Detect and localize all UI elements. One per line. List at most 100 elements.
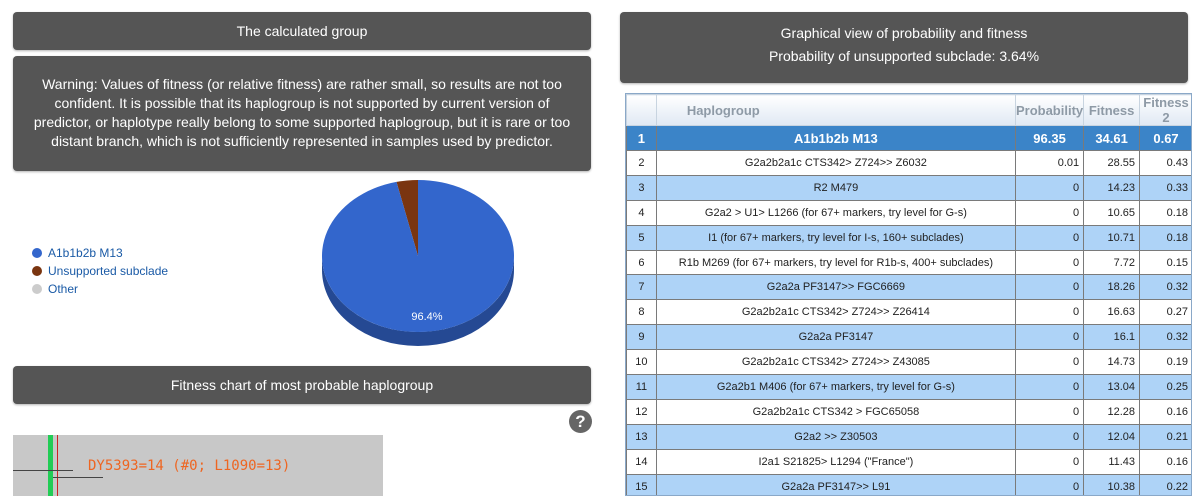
cell-fit: 10.65 [1083, 199, 1141, 226]
legend-item-unsupported[interactable]: Unsupported subclade [32, 262, 168, 280]
cell-hap: G2a2b2a1c CTS342> Z724>> Z26414 [655, 299, 1016, 326]
cell-fit2: 0.18 [1139, 199, 1191, 226]
column-header-index [626, 94, 657, 126]
cell-prob: 0 [1014, 199, 1085, 226]
table-row[interactable]: 4 G2a2 > U1> L1266 (for 67+ markers, try … [626, 199, 1191, 226]
cell-prob: 0 [1014, 349, 1085, 376]
cell-fit: 12.28 [1083, 398, 1141, 425]
cell-hap: R1b M269 (for 67+ markers, try level for… [655, 249, 1016, 276]
column-header-fitness[interactable]: Fitness [1083, 94, 1141, 126]
cell-fit2: 0.16 [1139, 398, 1191, 425]
cell-hap: G2a2b1 M406 (for 67+ markers, try level … [655, 374, 1016, 400]
cell-prob: 0 [1014, 473, 1085, 495]
legend-label: Other [48, 282, 79, 296]
warning-box: Warning: Values of fitness (or relative … [13, 56, 591, 171]
cell-hap: G2a2 >> Z30503 [655, 423, 1016, 450]
graphical-view-header: Graphical view of probability and fitnes… [620, 12, 1188, 83]
cell-fit: 12.04 [1083, 423, 1141, 450]
cell-fit2: 0.32 [1139, 324, 1191, 351]
cell-fit: 18.26 [1083, 274, 1141, 301]
cell-idx: 15 [626, 473, 657, 495]
cell-idx: 6 [626, 249, 657, 276]
fitness-chart-header: Fitness chart of most probable haplogrou… [13, 366, 591, 404]
fitness-chart: DY5393=14 (#0; L1090=13) [13, 435, 383, 496]
calculated-group-header: The calculated group [13, 12, 591, 50]
cell-hap: G2a2b2a1c CTS342> Z724>> Z6032 [655, 150, 1016, 176]
table-row[interactable]: 3 R2 M479 0 14.23 0.33 [626, 174, 1191, 201]
calculated-group-title: The calculated group [236, 23, 368, 39]
cell-prob: 0 [1014, 299, 1085, 326]
cell-idx: 13 [626, 423, 657, 450]
cell-fit: 16.63 [1083, 299, 1141, 326]
cell-hap: A1b1b2b M13 [655, 125, 1016, 151]
cell-idx: 12 [626, 398, 657, 425]
cell-idx: 10 [626, 349, 657, 376]
pie-slice-label: 96.4% [411, 311, 442, 323]
table-row[interactable]: 6 R1b M269 (for 67+ markers, try level fo… [626, 249, 1191, 276]
column-header-haplogroup[interactable]: Haplogroup [655, 94, 1016, 126]
cell-fit2: 0.25 [1139, 374, 1191, 400]
cell-hap: G2a2b2a1c CTS342> Z724>> Z43085 [655, 349, 1016, 376]
cell-fit2: 0.22 [1139, 473, 1191, 495]
cell-hap: R2 M479 [655, 174, 1016, 201]
fitness-chart-axis [13, 470, 73, 471]
cell-prob: 0 [1014, 224, 1085, 251]
cell-fit2: 0.18 [1139, 224, 1191, 251]
cell-prob: 0 [1014, 398, 1085, 425]
cell-fit2: 0.15 [1139, 249, 1191, 276]
cell-idx: 1 [626, 125, 657, 151]
cell-fit2: 0.21 [1139, 423, 1191, 450]
legend-item-a1b1b2b[interactable]: A1b1b2b M13 [32, 244, 168, 262]
table-row[interactable]: 8 G2a2b2a1c CTS342> Z724>> Z26414 0 16.63 0.… [626, 299, 1191, 326]
pie-side [322, 256, 514, 346]
cell-fit: 10.38 [1083, 473, 1141, 495]
column-header-probability[interactable]: Probability [1014, 94, 1085, 126]
cell-idx: 2 [626, 150, 657, 176]
cell-fit: 14.73 [1083, 349, 1141, 376]
cell-prob: 0 [1014, 423, 1085, 450]
cell-prob: 0 [1014, 324, 1085, 351]
unsupported-probability: Probability of unsupported subclade: 3.6… [768, 48, 1040, 64]
pie-slice[interactable] [396, 180, 418, 256]
cell-fit: 34.61 [1083, 125, 1141, 151]
table-row[interactable]: 13 G2a2 >> Z30503 0 12.04 0.21 [626, 423, 1191, 450]
cell-fit: 28.55 [1083, 150, 1141, 176]
cell-idx: 7 [626, 274, 657, 301]
cell-hap: G2a2a PF3147>> L91 [655, 473, 1016, 495]
cell-fit2: 0.32 [1139, 274, 1191, 301]
cell-fit: 13.04 [1083, 374, 1141, 400]
cell-hap: G2a2a PF3147>> FGC6669 [655, 274, 1016, 301]
pie-slice[interactable] [322, 180, 514, 332]
cell-prob: 0.01 [1014, 150, 1085, 176]
table-header-row: Haplogroup Probability Fitness Fitness 2 [626, 94, 1191, 126]
table-row[interactable]: 5 I1 (for 67+ markers, try level for I-s,… [626, 224, 1191, 251]
table-row[interactable]: 7 G2a2a PF3147>> FGC6669 0 18.26 0.32 [626, 274, 1191, 301]
legend-item-other[interactable]: Other [32, 280, 168, 298]
table-row[interactable]: 15 G2a2a PF3147>> L91 0 10.38 0.22 [626, 473, 1191, 495]
cell-fit2: 0.33 [1139, 174, 1191, 201]
cell-idx: 4 [626, 199, 657, 226]
cell-idx: 9 [626, 324, 657, 351]
probability-pie-chart[interactable]: 96.4% [318, 178, 518, 348]
table-row[interactable]: 11 G2a2b1 M406 (for 67+ markers, try leve… [626, 374, 1191, 400]
cell-prob: 0 [1014, 249, 1085, 276]
cell-idx: 5 [626, 224, 657, 251]
table-row[interactable]: 12 G2a2b2a1c CTS342 > FGC65058 0 12.28 0.16 [626, 398, 1191, 425]
table-row[interactable]: 2 G2a2b2a1c CTS342> Z724>> Z6032 0.01 28.55… [626, 150, 1191, 176]
cell-idx: 8 [626, 299, 657, 326]
legend-label: Unsupported subclade [48, 264, 169, 278]
cell-fit: 16.1 [1083, 324, 1141, 351]
table-row[interactable]: 1 A1b1b2b M13 96.35 34.61 0.67 [626, 125, 1191, 151]
table-row[interactable]: 9 G2a2a PF3147 0 16.1 0.32 [626, 324, 1191, 351]
legend-dot [32, 284, 42, 294]
table-row[interactable]: 14 I2a1 S21825> L1294 ("France") 0 11.43 0.1… [626, 448, 1191, 475]
cell-fit: 11.43 [1083, 448, 1141, 475]
cell-hap: G2a2b2a1c CTS342 > FGC65058 [655, 398, 1016, 425]
column-header-fitness-2[interactable]: Fitness 2 [1139, 94, 1191, 126]
cell-prob: 0 [1014, 374, 1085, 400]
help-icon[interactable]: ? [569, 410, 592, 433]
table-row[interactable]: 10 G2a2b2a1c CTS342> Z724>> Z43085 0 14.73 0… [626, 349, 1191, 376]
cell-fit: 7.72 [1083, 249, 1141, 276]
cell-fit: 10.71 [1083, 224, 1141, 251]
cell-idx: 14 [626, 448, 657, 475]
